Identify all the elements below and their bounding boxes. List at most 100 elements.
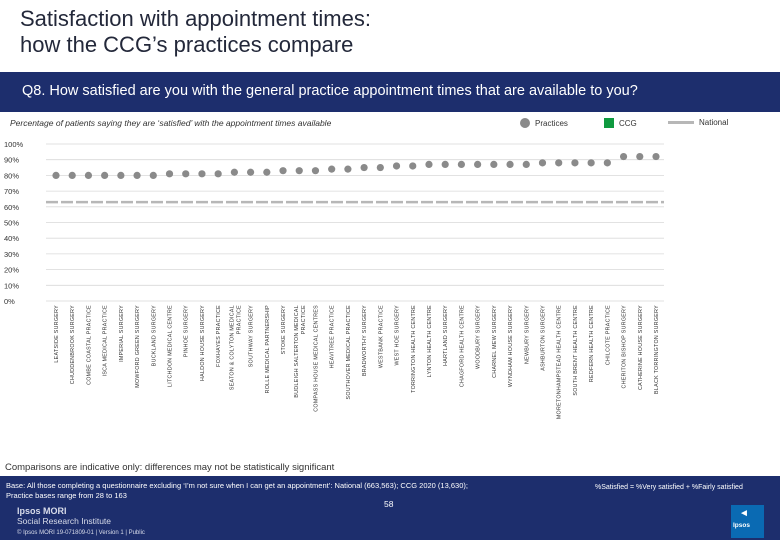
y-tick-label: 40% — [4, 234, 19, 243]
x-category-label: BUCKLAND SURGERY — [151, 305, 157, 366]
practice-point — [506, 160, 514, 169]
x-category-label: NEWBURY SURGERY — [524, 305, 530, 364]
x-category-label: BLACK TORRINGTON SURGERY — [654, 305, 660, 394]
practice-point — [441, 160, 449, 169]
y-tick-label: 100% — [4, 140, 24, 149]
nhs-logo: ◄ — [731, 505, 764, 538]
page-title: Satisfaction with appointment times: how… — [20, 6, 371, 58]
practice-point — [360, 163, 368, 172]
y-tick-label: 60% — [4, 203, 19, 212]
y-tick-label: 70% — [4, 187, 19, 196]
x-category-label: MOWFORD GREEN SURGERY — [135, 305, 141, 388]
copyright-text: © Ipsos MORI 19-071809-01 | Version 1 | … — [17, 530, 145, 536]
footer: Base: All those completing a questionnai… — [0, 476, 780, 540]
practice-point — [328, 165, 336, 173]
practice-point — [84, 171, 93, 179]
x-category-label: PINHOE SURGERY — [184, 305, 190, 357]
x-category-label: BRADWORTHY SURGERY — [362, 305, 368, 376]
x-category-label: TORRINGTON HEALTH CENTRE — [411, 305, 417, 393]
practice-point — [636, 152, 644, 161]
x-category-label: LYNTON HEALTH CENTRE — [427, 305, 433, 377]
practice-point — [133, 171, 141, 179]
base-note-line-1: Base: All those completing a questionnai… — [6, 481, 468, 490]
x-category-label: ASHBURTON SURGERY — [540, 305, 546, 371]
practice-point — [587, 159, 595, 167]
base-note-line-2: Practice bases range from 28 to 163 — [6, 490, 127, 500]
practice-point — [603, 159, 611, 167]
practice-point — [392, 162, 401, 170]
x-category-label: CHAGFORD HEALTH CENTRE — [459, 305, 465, 387]
practice-point — [246, 168, 255, 176]
x-category-label: WOODBURY SURGERY — [476, 305, 482, 369]
x-category-label: COMBE COASTAL PRACTICE — [86, 305, 92, 385]
practice-point — [538, 159, 547, 167]
x-category-label: REDFERN HEALTH CENTRE — [589, 305, 595, 382]
x-category-label: WYNDHAM HOUSE SURGERY — [508, 305, 514, 387]
legend-ccg: CCG — [604, 118, 637, 128]
x-category-label: FOXHAYES PRACTICE — [216, 305, 222, 367]
practice-point — [52, 171, 60, 179]
x-category-label: WEST HOE SURGERY — [395, 305, 401, 366]
legend-practices-label: Practices — [535, 118, 568, 128]
legend-practices-marker — [520, 118, 530, 128]
practice-point — [344, 165, 352, 173]
logo-brand: Ipsos MORI — [17, 506, 67, 516]
practice-point — [619, 152, 628, 161]
practice-point — [490, 160, 498, 169]
x-category-label: ISCA MEDICAL PRACTICE — [103, 305, 109, 377]
logo-subtitle: Social Research Institute — [17, 516, 112, 526]
practice-point — [376, 163, 384, 172]
practice-point — [279, 167, 287, 175]
x-category-label: LEATSIDE SURGERY — [54, 305, 60, 363]
base-note: Base: All those completing a questionnai… — [6, 481, 526, 500]
x-category-label: ROLLE MEDICAL PARTNERSHIP — [265, 305, 271, 394]
x-category-label: CHARNEL MEW SURGERY — [492, 305, 498, 378]
legend-national: National — [668, 118, 728, 127]
y-tick-label: 0% — [4, 297, 15, 306]
legend-national-label: National — [699, 118, 729, 127]
page-title-line-2: how the CCG’s practices compare — [20, 32, 354, 57]
legend-practices: Practices — [520, 118, 568, 128]
practice-point — [149, 171, 157, 179]
ipsos-badge: Ipsos — [733, 522, 750, 529]
practice-point — [182, 170, 190, 178]
x-category-label: CATHERINE HOUSE SURGERY — [638, 305, 644, 390]
practice-point — [555, 159, 563, 167]
y-tick-label: 90% — [4, 156, 19, 165]
practices-chart: 0% 10% 20% 30% 40% 50% 60% 70% 80% 90% 100% LEATSI… — [4, 140, 664, 419]
x-category-label: CHILCOTE PRACTICE — [605, 305, 611, 365]
y-tick-label: 80% — [4, 171, 19, 180]
practice-point — [117, 171, 125, 179]
practice-point — [214, 170, 222, 178]
practice-point — [425, 160, 433, 169]
question-band: Q8. How satisfied are you with the gener… — [0, 72, 780, 112]
chart-y-axis: 0% 10% 20% 30% 40% 50% 60% 70% 80% 90% 100% — [4, 140, 24, 306]
nhs-arrow-icon: ◄ — [739, 508, 749, 519]
y-tick-label: 30% — [4, 250, 19, 259]
ipsos-mori-logo: Ipsos MORI Social Research Institute — [17, 506, 111, 526]
practice-point — [474, 160, 482, 169]
x-category-label: LITCHDON MEDICAL CENTRE — [168, 305, 174, 387]
x-category-label: CHUDDENBROOK SURGERY — [70, 305, 76, 384]
x-category-label: SOUTHWAY SURGERY — [249, 305, 255, 367]
practice-point — [571, 159, 579, 167]
practice-point — [311, 167, 320, 175]
question-text: Q8. How satisfied are you with the gener… — [22, 83, 638, 99]
legend-ccg-label: CCG — [619, 118, 637, 128]
practice-point — [409, 162, 417, 170]
practice-point — [198, 170, 206, 178]
y-tick-label: 50% — [4, 219, 19, 228]
practice-point — [522, 160, 530, 169]
practice-point — [652, 152, 660, 161]
title-band: Satisfaction with appointment times: how… — [0, 0, 780, 66]
x-category-label: HARTLAND SURGERY — [443, 305, 449, 366]
chart-subtitle: Percentage of patients saying they are ‘… — [10, 118, 332, 128]
y-tick-label: 20% — [4, 266, 19, 275]
y-tick-label: 10% — [4, 281, 19, 290]
practice-point — [263, 168, 271, 176]
satisfied-formula: %Satisfied = %Very satisfied + %Fairly s… — [595, 484, 743, 491]
practice-point — [230, 168, 238, 176]
x-category-label: HEAVITREE PRACTICE — [330, 305, 336, 368]
practice-point — [295, 167, 303, 175]
practice-point — [68, 171, 76, 179]
